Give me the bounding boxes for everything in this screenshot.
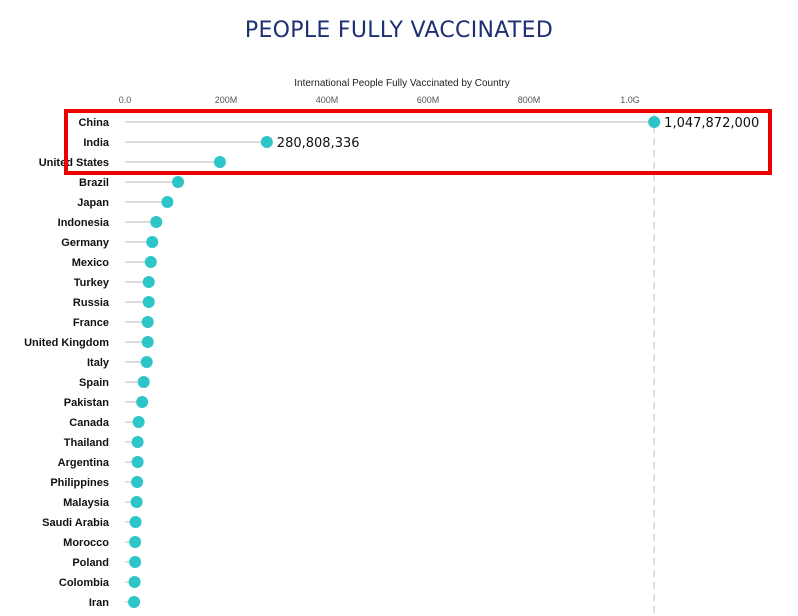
- x-tick-label: 400M: [316, 95, 339, 105]
- country-label: Malaysia: [63, 497, 110, 509]
- dot-morocco: [129, 536, 142, 548]
- country-label: India: [83, 137, 110, 149]
- x-tick-label: 600M: [417, 95, 440, 105]
- x-tick-label: 1.0G: [620, 95, 640, 105]
- row-thailand: Thailand: [64, 436, 144, 449]
- country-label: Thailand: [64, 437, 109, 449]
- row-germany: Germany: [61, 236, 159, 249]
- x-tick-label: 800M: [518, 95, 541, 105]
- country-label: Mexico: [72, 257, 110, 269]
- dot-turkey: [142, 276, 155, 288]
- row-philippines: Philippines: [50, 476, 144, 489]
- row-united-kingdom: United Kingdom: [24, 336, 154, 349]
- country-label: Brazil: [79, 177, 109, 189]
- dot-malaysia: [130, 496, 143, 508]
- dot-russia: [142, 296, 155, 308]
- row-france: France: [73, 316, 154, 329]
- country-label: Colombia: [59, 577, 110, 589]
- country-label: Poland: [72, 557, 109, 569]
- dot-saudi-arabia: [129, 516, 142, 528]
- dot-pakistan: [136, 396, 149, 408]
- chart-rows: China India United States Brazil Japan Indone…: [24, 116, 759, 609]
- country-label: Spain: [79, 377, 109, 389]
- row-indonesia: Indonesia: [58, 216, 163, 229]
- dot-philippines: [131, 476, 144, 488]
- dot-poland: [129, 556, 142, 568]
- row-poland: Poland: [72, 556, 142, 569]
- dot-colombia: [128, 576, 141, 588]
- country-label: Morocco: [63, 537, 109, 549]
- dot-indonesia: [150, 216, 163, 228]
- row-argentina: Argentina: [58, 456, 144, 469]
- country-label: Canada: [69, 417, 110, 429]
- row-morocco: Morocco: [63, 536, 142, 549]
- row-italy: Italy: [87, 356, 153, 369]
- data-label-china: 1,047,872,000: [664, 116, 759, 131]
- dot-france: [141, 316, 154, 328]
- dot-india: [260, 136, 273, 148]
- dot-argentina: [131, 456, 144, 468]
- row-india: India: [83, 136, 273, 149]
- country-label: Germany: [61, 237, 110, 249]
- country-label: United Kingdom: [24, 337, 109, 349]
- row-china: China: [78, 116, 661, 129]
- row-colombia: Colombia: [59, 576, 141, 589]
- dot-united-states: [213, 156, 226, 168]
- data-label-india: 280,808,336: [277, 136, 360, 151]
- x-axis-ticks: 0.0 200M 400M 600M 800M 1.0G: [119, 95, 640, 105]
- country-label: Italy: [87, 357, 110, 369]
- country-label: Japan: [77, 197, 109, 209]
- row-mexico: Mexico: [72, 256, 157, 269]
- row-brazil: Brazil: [79, 176, 185, 189]
- dot-spain: [137, 376, 150, 388]
- country-label: United States: [39, 157, 109, 169]
- country-label: Philippines: [50, 477, 109, 489]
- dot-japan: [161, 196, 174, 208]
- dot-iran: [128, 596, 141, 608]
- dot-italy: [140, 356, 153, 368]
- page-title: PEOPLE FULLY VACCINATED: [244, 18, 554, 43]
- row-pakistan: Pakistan: [64, 396, 149, 409]
- row-russia: Russia: [73, 296, 155, 309]
- row-turkey: Turkey: [74, 276, 155, 289]
- row-canada: Canada: [69, 416, 145, 429]
- x-tick-label: 200M: [215, 95, 238, 105]
- row-malaysia: Malaysia: [63, 496, 143, 509]
- country-label: Saudi Arabia: [42, 517, 110, 529]
- row-japan: Japan: [77, 196, 174, 209]
- country-label: China: [78, 117, 109, 129]
- highlight-layer: [64, 109, 772, 175]
- country-label: Russia: [73, 297, 110, 309]
- country-label: Argentina: [58, 457, 110, 469]
- dot-united-kingdom: [141, 336, 154, 348]
- row-iran: Iran: [89, 596, 141, 609]
- country-label: Pakistan: [64, 397, 110, 409]
- chart-title: International People Fully Vaccinated by…: [294, 78, 510, 89]
- dot-brazil: [172, 176, 185, 188]
- country-label: Indonesia: [58, 217, 110, 229]
- row-saudi-arabia: Saudi Arabia: [42, 516, 142, 529]
- country-label: Iran: [89, 597, 109, 609]
- dot-mexico: [144, 256, 157, 268]
- dot-germany: [146, 236, 159, 248]
- row-spain: Spain: [79, 376, 150, 389]
- dot-thailand: [131, 436, 144, 448]
- dot-canada: [132, 416, 145, 428]
- highlight-box: [64, 109, 772, 175]
- dot-china: [648, 116, 661, 128]
- row-united-states: United States: [39, 156, 226, 169]
- country-label: France: [73, 317, 109, 329]
- x-tick-label: 0.0: [119, 95, 132, 105]
- country-label: Turkey: [74, 277, 110, 289]
